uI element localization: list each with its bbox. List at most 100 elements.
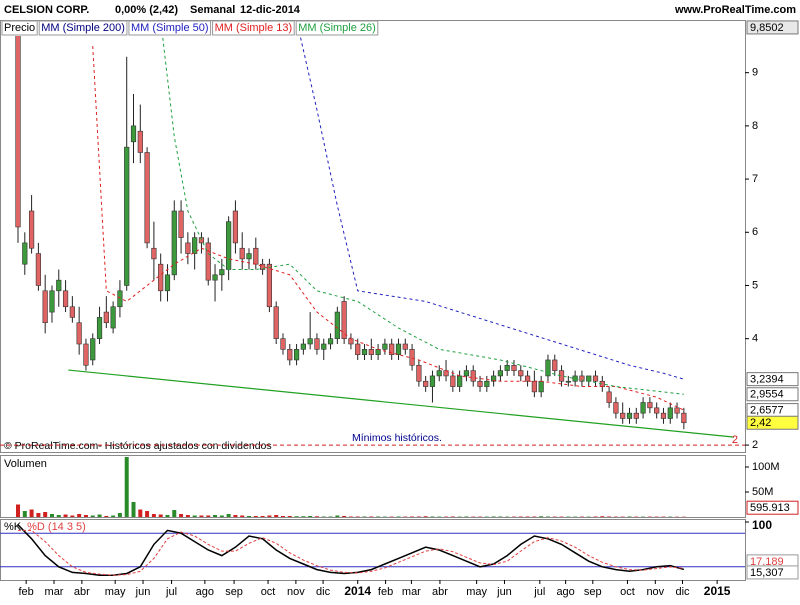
volume-bar	[511, 516, 516, 517]
candle-body	[497, 370, 504, 377]
volume-frame	[0, 455, 746, 518]
candle-body	[606, 391, 612, 403]
x-tick-label: 2014	[344, 584, 371, 598]
candle-body	[327, 338, 334, 345]
candle-body	[674, 407, 680, 414]
candle-body	[15, 36, 21, 228]
stoch-line	[18, 529, 684, 576]
volume-bar	[172, 510, 177, 517]
footnote: © ProRealTime.com- Históricos ajustados …	[4, 440, 272, 452]
legend-entry: MM (Simple 26)	[298, 22, 376, 34]
candle-body	[667, 407, 673, 419]
candle-body	[565, 380, 571, 383]
y-tick-label: 2	[752, 439, 758, 451]
volume-bar	[267, 515, 272, 517]
candle-body	[151, 247, 157, 260]
volume-bar	[620, 516, 625, 517]
volume-bar	[308, 516, 313, 517]
candle-body	[681, 412, 687, 424]
date: 12-dic-2014	[240, 4, 301, 16]
volume-bar	[36, 513, 41, 517]
stoch-tag-label: 15,307	[750, 567, 784, 579]
volume-bar	[253, 516, 258, 517]
volume-bar	[654, 516, 659, 517]
volume-bar	[539, 516, 544, 517]
candle-body	[389, 343, 395, 355]
legend-box	[128, 20, 212, 36]
volume-bar	[321, 516, 326, 517]
volume-bar	[675, 516, 680, 517]
candle-body	[647, 402, 653, 409]
volume-bar	[179, 514, 184, 517]
candle-body	[463, 370, 470, 377]
candle-body	[586, 375, 592, 382]
volume-plot	[16, 457, 686, 517]
annotation: Mínimos históricos.	[352, 432, 442, 444]
candle-body	[640, 402, 646, 414]
volume-bar	[430, 516, 435, 517]
candle-body	[35, 253, 41, 286]
volume-bar	[464, 516, 469, 517]
volume-bar	[681, 516, 686, 517]
candle-body	[49, 290, 55, 313]
candle-body	[552, 359, 558, 371]
y-tick-label: 50M	[752, 486, 773, 498]
x-tick-label: oct	[620, 586, 635, 598]
x-tick-label: nov	[287, 586, 305, 598]
candle-body	[42, 290, 48, 324]
candle-body	[355, 343, 361, 355]
candle-body	[96, 317, 103, 339]
candle-body	[504, 364, 510, 371]
legend-entry: MM (Simple 200)	[41, 22, 125, 34]
y-tick-label: 8	[752, 120, 758, 132]
candle-body	[69, 306, 75, 318]
candle-body	[253, 247, 259, 265]
price-tag-label: 2,42	[750, 417, 771, 429]
candle-body	[293, 349, 300, 361]
volume-bar	[444, 516, 449, 517]
alert-label: 2	[732, 434, 738, 446]
price-plot	[0, 36, 745, 446]
volume-bar	[355, 516, 360, 517]
volume-bar	[410, 516, 415, 517]
volume-bar	[131, 502, 136, 517]
volume-bar	[233, 515, 238, 517]
volume-bar	[471, 516, 476, 517]
legend-entry: MM (Simple 13)	[215, 22, 293, 34]
y-tick-label: 7	[752, 173, 758, 185]
legend-entry: MM (Simple 50)	[131, 22, 209, 34]
candle-body	[130, 125, 137, 143]
x-tick-label: dic	[316, 586, 331, 598]
volume-bar	[104, 516, 109, 517]
volume-bar	[478, 516, 483, 517]
x-tick-label: 2015	[704, 584, 731, 598]
price-tag-label: 2,9554	[750, 389, 784, 401]
candle-body	[402, 343, 408, 350]
candle-body	[219, 269, 225, 276]
candle-body	[592, 375, 599, 382]
volume-bar	[566, 516, 571, 517]
candle-body	[361, 349, 368, 355]
candle-body	[314, 338, 320, 350]
candle-body	[307, 338, 313, 345]
price-tag	[746, 387, 799, 402]
candle-body	[266, 263, 272, 308]
candle-body	[518, 370, 524, 377]
volume-bar	[389, 516, 394, 517]
candle-body	[654, 407, 660, 414]
volume-bar	[518, 516, 523, 517]
volume-bar	[573, 516, 578, 517]
stoch-legend: %K	[4, 521, 22, 533]
x-tick-label: abr	[74, 586, 90, 598]
candle-body	[633, 412, 639, 419]
candle-body	[83, 343, 89, 366]
candle-body	[164, 274, 171, 292]
x-tick-label: sep	[584, 586, 602, 598]
y-tick-label: 9	[752, 67, 758, 79]
x-tick-label: mar	[402, 586, 421, 598]
x-tick-label: sep	[225, 586, 243, 598]
candle-body	[178, 210, 184, 238]
volume-bar	[219, 515, 224, 517]
volume-bar	[668, 516, 673, 517]
volume-bar	[206, 515, 211, 517]
